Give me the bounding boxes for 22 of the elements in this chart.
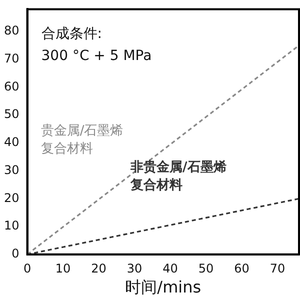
x-tick-label: 20 xyxy=(91,262,106,276)
x-tick-label: 30 xyxy=(126,262,142,276)
y-tick-label: 70 xyxy=(4,51,20,66)
y-tick-label: 80 xyxy=(4,24,20,38)
y-tick-label: 40 xyxy=(4,135,20,150)
y-tick-label: 20 xyxy=(4,190,20,205)
annotation: 合成条件: xyxy=(41,26,102,42)
y-tick-label: 30 xyxy=(4,162,20,177)
y-tick-label: 50 xyxy=(4,107,20,122)
x-tick-label: 40 xyxy=(162,262,178,276)
x-tick-label: 60 xyxy=(234,262,250,276)
y-tick-label: 0 xyxy=(12,246,20,261)
x-axis-title: 时间/mins xyxy=(125,278,202,297)
x-tick-label: 50 xyxy=(198,262,214,276)
series-label: 贵金属/石墨烯复合材料 xyxy=(40,123,124,156)
y-tick-label: 10 xyxy=(4,218,20,233)
x-tick-label: 10 xyxy=(55,262,71,276)
annotation: 300 °C + 5 MPa xyxy=(41,48,152,64)
x-tick-label: 70 xyxy=(270,262,286,276)
y-tick-label: 60 xyxy=(4,79,20,94)
x-tick-label: 0 xyxy=(23,262,32,276)
series-label: 非贵金属/石墨烯复合材料 xyxy=(130,159,226,194)
